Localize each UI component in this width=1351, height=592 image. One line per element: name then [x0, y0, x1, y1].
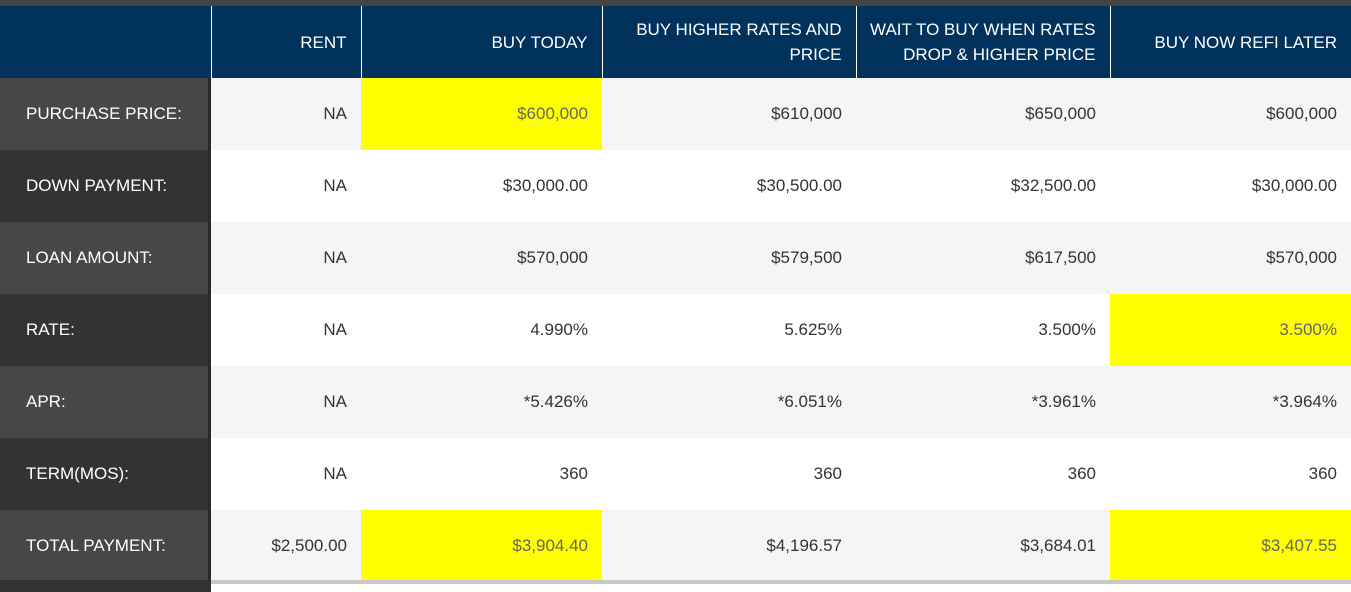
cell-buy-today: $570,000 — [361, 222, 602, 294]
cell-buy-higher-rates: $30,500.00 — [602, 150, 856, 222]
header-row: RENT BUY TODAY BUY HIGHER RATES AND PRIC… — [0, 6, 1351, 78]
row-purchase-price: PURCHASE PRICE: NA $600,000 $610,000 $65… — [0, 78, 1351, 150]
header-buy-now-refi-later: BUY NOW REFI LATER — [1109, 6, 1351, 78]
cell-buy-today: 4.990% — [361, 294, 602, 366]
cell-rent: NA — [211, 222, 361, 294]
row-down-payment: DOWN PAYMENT: NA $30,000.00 $30,500.00 $… — [0, 150, 1351, 222]
cell-rent: NA — [211, 294, 361, 366]
row-label: LOAN AMOUNT: — [0, 222, 211, 294]
row-label: DOWN PAYMENT: — [0, 150, 211, 222]
cell-buy-higher-rates: *6.051% — [602, 366, 856, 438]
cell-rent: NA — [211, 78, 361, 150]
row-total-payment: TOTAL PAYMENT: $2,500.00 $3,904.40 $4,19… — [0, 510, 1351, 582]
cell-wait-to-buy: 3.500% — [856, 294, 1110, 366]
row-rate: RATE: NA 4.990% 5.625% 3.500% 3.500% — [0, 294, 1351, 366]
cell-wait-to-buy: $650,000 — [856, 78, 1110, 150]
row-label: TERM(MOS): — [0, 438, 211, 510]
header-wait-to-buy: WAIT TO BUY WHEN RATES DROP & HIGHER PRI… — [855, 6, 1110, 78]
cell-buy-higher-rates: $610,000 — [602, 78, 856, 150]
cell-rent: NA — [211, 438, 361, 510]
row-label: APR: — [0, 366, 211, 438]
cell-wait-to-buy: $617,500 — [856, 222, 1110, 294]
mortgage-comparison-table: RENT BUY TODAY BUY HIGHER RATES AND PRIC… — [0, 6, 1351, 582]
cell-buy-today: $600,000 — [361, 78, 602, 150]
cell-wait-to-buy: 360 — [856, 438, 1110, 510]
row-label: RATE: — [0, 294, 211, 366]
cell-buy-higher-rates: 360 — [602, 438, 856, 510]
cell-rent: NA — [211, 150, 361, 222]
cell-buy-now-refi-later: $30,000.00 — [1110, 150, 1351, 222]
top-border — [0, 0, 1351, 6]
cell-buy-today: $3,904.40 — [361, 510, 602, 582]
row-loan-amount: LOAN AMOUNT: NA $570,000 $579,500 $617,5… — [0, 222, 1351, 294]
cell-wait-to-buy: *3.961% — [856, 366, 1110, 438]
row-term: TERM(MOS): NA 360 360 360 360 — [0, 438, 1351, 510]
header-rent: RENT — [210, 6, 361, 78]
cell-buy-now-refi-later: $600,000 — [1110, 78, 1351, 150]
table-bottom-border — [211, 580, 1351, 584]
cell-buy-now-refi-later: *3.964% — [1110, 366, 1351, 438]
cell-buy-now-refi-later: $570,000 — [1110, 222, 1351, 294]
cell-buy-higher-rates: $4,196.57 — [602, 510, 856, 582]
row-label: PURCHASE PRICE: — [0, 78, 211, 150]
header-buy-higher-rates: BUY HIGHER RATES AND PRICE — [601, 6, 856, 78]
cell-buy-today: $30,000.00 — [361, 150, 602, 222]
cell-buy-now-refi-later: $3,407.55 — [1110, 510, 1351, 582]
cell-buy-now-refi-later: 3.500% — [1110, 294, 1351, 366]
cell-buy-now-refi-later: 360 — [1110, 438, 1351, 510]
header-buy-today: BUY TODAY — [360, 6, 602, 78]
header-corner — [0, 6, 211, 78]
cell-buy-today: 360 — [361, 438, 602, 510]
cell-wait-to-buy: $32,500.00 — [856, 150, 1110, 222]
cell-rent: NA — [211, 366, 361, 438]
row-header-column-bottom — [0, 580, 211, 592]
cell-wait-to-buy: $3,684.01 — [856, 510, 1110, 582]
row-label: TOTAL PAYMENT: — [0, 510, 211, 582]
row-apr: APR: NA *5.426% *6.051% *3.961% *3.964% — [0, 366, 1351, 438]
cell-buy-higher-rates: $579,500 — [602, 222, 856, 294]
cell-buy-today: *5.426% — [361, 366, 602, 438]
cell-buy-higher-rates: 5.625% — [602, 294, 856, 366]
cell-rent: $2,500.00 — [211, 510, 361, 582]
comparison-table-wrapper: RENT BUY TODAY BUY HIGHER RATES AND PRIC… — [0, 6, 1351, 582]
